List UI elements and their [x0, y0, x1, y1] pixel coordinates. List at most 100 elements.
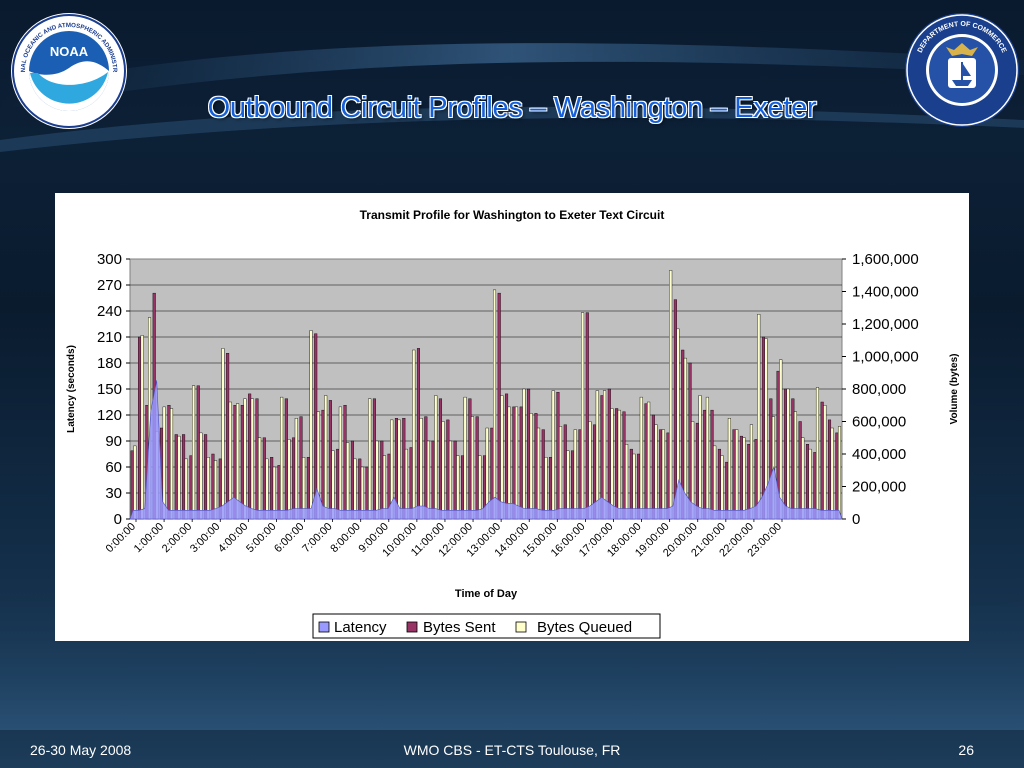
bar-bytes-queued — [294, 418, 298, 520]
y-tick-label: 0 — [114, 511, 122, 528]
bar-bytes-sent — [358, 458, 362, 520]
bar-bytes-sent — [688, 362, 692, 520]
bar-bytes-queued — [397, 419, 401, 520]
bar-bytes-queued — [779, 359, 783, 520]
footer-date: 26-30 May 2008 — [30, 742, 132, 758]
y-tick-label: 90 — [105, 433, 122, 450]
bar-bytes-sent — [284, 398, 288, 520]
bar-bytes-sent — [549, 457, 553, 520]
bar-bytes-sent — [732, 429, 736, 520]
bar-bytes-sent — [710, 409, 714, 520]
bar-bytes-sent — [380, 440, 384, 520]
y2-tick-label: 800,000 — [852, 381, 906, 398]
bar-bytes-queued — [324, 395, 328, 520]
bar-bytes-queued — [492, 289, 497, 520]
bar-bytes-queued — [559, 426, 563, 520]
bar-bytes-sent — [563, 424, 567, 520]
bar-bytes-queued — [140, 335, 144, 520]
chart: Transmit Profile for Washington to Exete… — [66, 208, 960, 639]
legend-swatch-bytes-sent — [406, 621, 418, 633]
bar-bytes-queued — [170, 408, 174, 520]
bar-bytes-sent — [673, 299, 677, 520]
bar-bytes-sent — [226, 353, 230, 520]
bar-bytes-queued — [830, 427, 834, 520]
bar-bytes-sent — [292, 437, 296, 520]
bar-bytes-queued — [515, 406, 519, 520]
x-tick-label: 5:00:00 — [244, 521, 278, 555]
bar-bytes-queued — [133, 445, 137, 520]
bar-bytes-queued — [470, 416, 475, 520]
bar-bytes-queued — [786, 388, 790, 520]
bar-bytes-sent — [541, 429, 545, 520]
y-tick-label: 210 — [97, 329, 122, 346]
bar-bytes-sent — [556, 392, 560, 520]
y2-axis-label: Volume (bytes) — [949, 354, 960, 425]
bar-bytes-queued — [742, 437, 746, 520]
bar-bytes-queued — [250, 398, 254, 520]
slide-title: Outbound Circuit Profiles – Washington –… — [207, 92, 817, 124]
y-tick-label: 150 — [97, 381, 122, 398]
bar-bytes-queued — [441, 421, 445, 520]
bar-bytes-queued — [184, 458, 188, 520]
bar-bytes-sent — [695, 422, 699, 520]
bar-bytes-queued — [177, 435, 181, 520]
bar-bytes-queued — [647, 401, 651, 520]
bar-bytes-queued — [720, 455, 724, 520]
bar-bytes-queued — [537, 427, 541, 520]
bar-bytes-queued — [192, 385, 196, 520]
bar-bytes-sent — [512, 406, 516, 520]
bar-bytes-sent — [497, 292, 501, 520]
bar-bytes-sent — [534, 413, 538, 520]
chart-title: Transmit Profile for Washington to Exete… — [360, 208, 665, 222]
bar-bytes-sent — [189, 455, 193, 520]
bar-bytes-queued — [206, 457, 210, 520]
bar-bytes-queued — [522, 388, 526, 520]
bar-bytes-sent — [659, 429, 663, 520]
x-tick-label: 7:00:00 — [300, 521, 334, 555]
bar-bytes-sent — [644, 403, 648, 520]
bar-bytes-queued — [625, 444, 629, 520]
page-number: 26 — [958, 742, 974, 758]
y-axis-label: Latency (seconds) — [66, 345, 77, 433]
bar-bytes-queued — [309, 330, 313, 520]
y-tick-label: 60 — [105, 459, 122, 476]
bar-bytes-queued — [368, 398, 372, 520]
bar-bytes-sent — [651, 414, 655, 520]
bar-bytes-sent — [138, 336, 142, 520]
legend-swatch-bytes-queued — [515, 621, 527, 633]
y2-tick-label: 400,000 — [852, 446, 906, 463]
bar-bytes-sent — [519, 406, 523, 520]
footer-event: WMO CBS - ET-CTS Toulouse, FR — [403, 742, 621, 758]
x-tick-label: 2:00:00 — [160, 521, 194, 555]
x-tick-label: 8:00:00 — [328, 521, 362, 555]
bar-bytes-queued — [544, 457, 548, 520]
bar-bytes-queued — [551, 390, 555, 520]
x-tick-label: 1:00:00 — [132, 521, 166, 555]
noaa-logo: NOAA NATIONAL OCEANIC AND ATMOSPHERIC AD… — [8, 10, 127, 129]
y-tick-label: 240 — [97, 303, 122, 320]
bar-bytes-sent — [703, 409, 707, 520]
bar-bytes-sent — [402, 418, 406, 520]
bar-bytes-queued — [338, 406, 342, 520]
bar-bytes-queued — [456, 455, 460, 520]
bar-bytes-queued — [837, 426, 842, 520]
bar-bytes-queued — [698, 395, 702, 520]
bar-bytes-queued — [661, 429, 665, 520]
y-tick-label: 270 — [97, 277, 122, 294]
bar-bytes-sent — [622, 411, 626, 520]
bar-bytes-sent — [820, 401, 824, 520]
bar-bytes-queued — [463, 396, 467, 520]
y2-tick-label: 1,200,000 — [852, 316, 919, 333]
y2-tick-label: 1,600,000 — [852, 251, 919, 268]
bar-bytes-sent — [343, 405, 347, 520]
legend-label-bytes-sent: Bytes Sent — [423, 619, 496, 636]
bar-bytes-sent — [350, 440, 354, 520]
bar-bytes-queued — [713, 445, 717, 520]
bar-bytes-sent — [130, 450, 134, 520]
bar-bytes-sent — [578, 429, 582, 520]
bar-bytes-queued — [280, 396, 284, 520]
bar-bytes-queued — [581, 312, 585, 520]
bar-bytes-sent — [791, 398, 795, 520]
y2-tick-label: 1,400,000 — [852, 284, 919, 301]
bar-bytes-sent — [255, 398, 259, 520]
